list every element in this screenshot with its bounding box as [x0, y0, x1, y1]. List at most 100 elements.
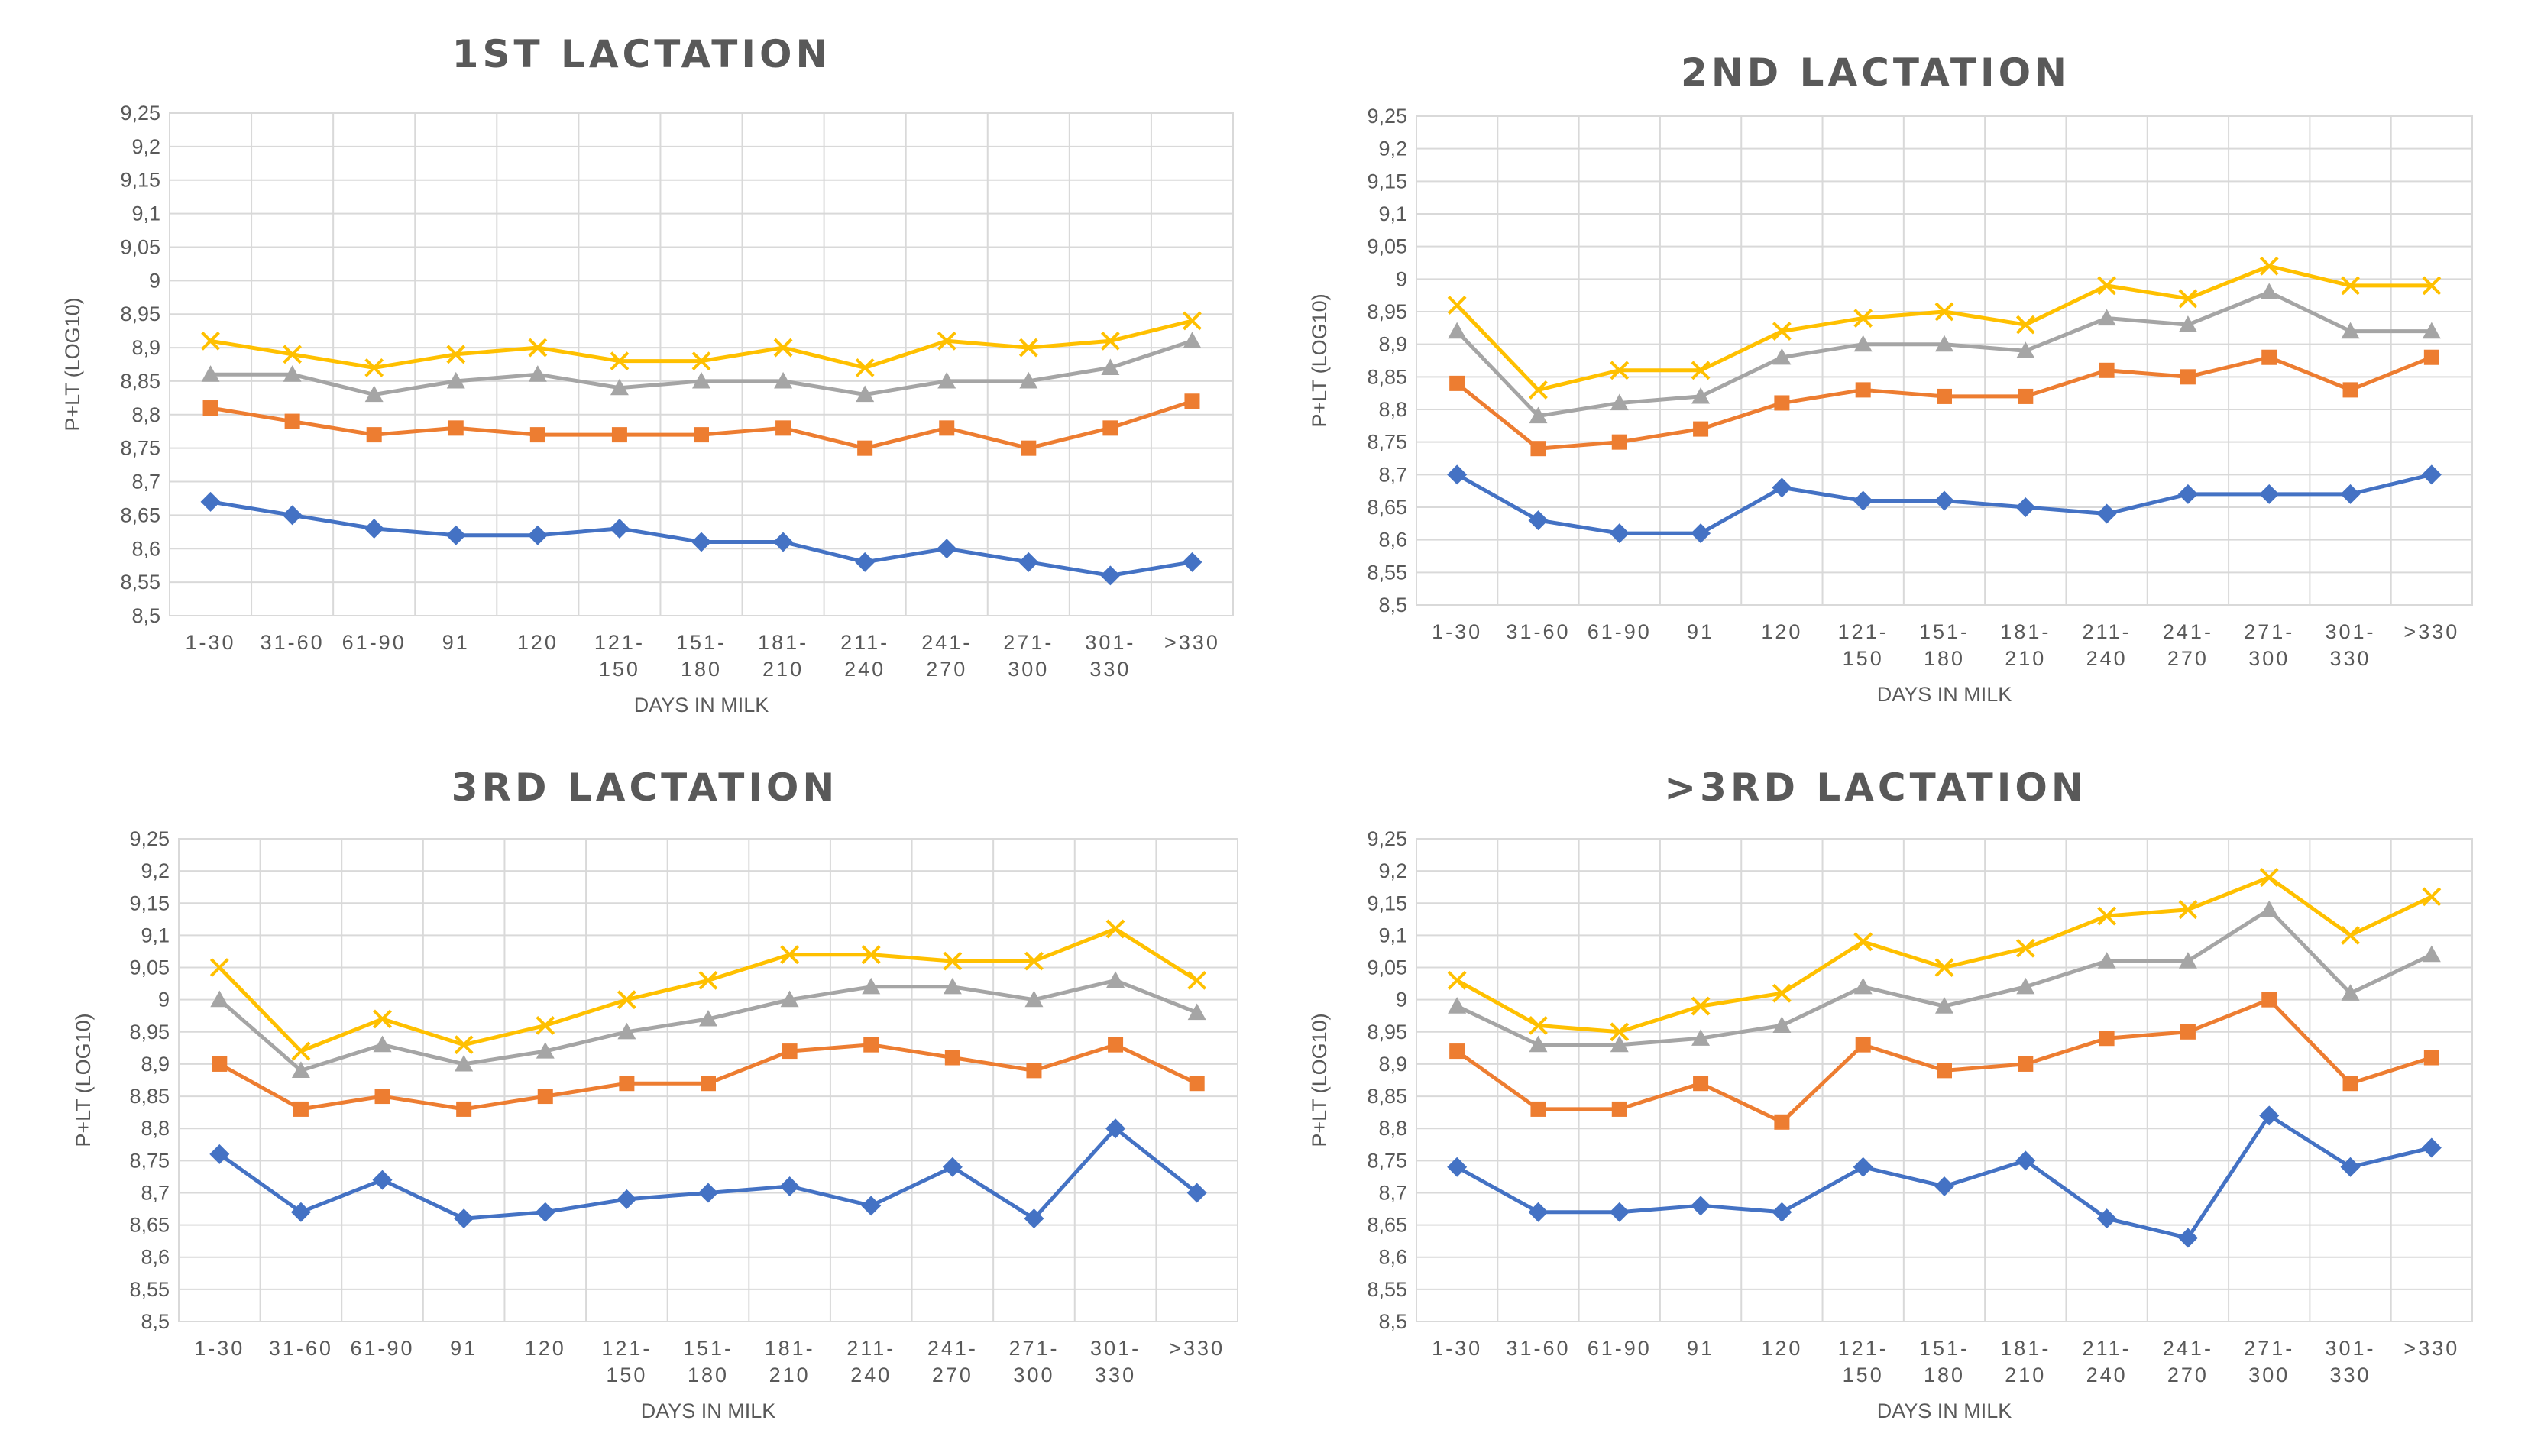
series-2-point-7: [701, 1076, 716, 1092]
y-tick-label: 8,85: [1367, 1085, 1407, 1108]
x-tick-label: 180: [688, 1364, 729, 1386]
y-tick-label: 8,55: [1367, 1278, 1407, 1301]
series-4-point-1: [1447, 296, 1467, 315]
series-4-point-6: [610, 351, 630, 371]
y-tick-label: 9,25: [129, 827, 170, 850]
x-tick-label: 31-60: [261, 631, 325, 654]
series-3-point-12: [2341, 984, 2360, 1001]
series-3-point-2: [1529, 1035, 1548, 1053]
series-1-point-1: [200, 491, 221, 512]
y-tick-label: 8,8: [1378, 398, 1407, 421]
series-1-point-8: [773, 532, 794, 552]
series-3-point-12: [2341, 322, 2360, 339]
series-3-point-5: [536, 1042, 555, 1059]
series-2-point-2: [1530, 441, 1546, 457]
x-tick-label: 301-: [1085, 631, 1135, 654]
x-tick-label: 300: [2248, 1364, 2290, 1386]
series-4-point-6: [1853, 932, 1873, 952]
x-tick-label: 300: [2248, 647, 2290, 670]
series-1-point-10: [2177, 1228, 2198, 1248]
y-tick-label: 8,5: [1378, 594, 1407, 616]
series-2-point-9: [857, 440, 873, 456]
x-tick-label: 91: [1687, 620, 1714, 643]
series-3-point-11: [1024, 990, 1044, 1008]
series-2-point-1: [212, 1056, 228, 1072]
y-tick-label: 8,65: [1367, 496, 1407, 519]
x-tick-label: 211-: [840, 631, 889, 654]
series-4-point-3: [1610, 1022, 1630, 1042]
series-2-point-10: [939, 420, 955, 436]
y-tick-label: 8,6: [1378, 1246, 1407, 1269]
series-1-point-4: [445, 525, 466, 545]
series-2-point-2: [284, 413, 300, 429]
y-tick-label: 9,15: [129, 891, 170, 914]
x-tick-label: 270: [2167, 1364, 2209, 1386]
x-tick-label: 31-60: [1506, 620, 1570, 643]
series-2-point-7: [694, 427, 709, 443]
series-1-point-1: [209, 1144, 230, 1164]
x-tick-label: 121-: [1838, 1337, 1889, 1360]
series-1-point-7: [691, 532, 711, 552]
series-3-point-9: [2097, 952, 2116, 969]
series-2-point-3: [1611, 1101, 1627, 1117]
x-tick-label: 301-: [2326, 620, 2376, 643]
series-4-point-3: [364, 358, 384, 377]
x-tick-label: 180: [681, 658, 722, 681]
series-2-point-8: [2018, 1056, 2034, 1072]
series-4-point-2: [1529, 1015, 1548, 1035]
x-tick-label: 1-30: [1432, 620, 1482, 643]
series-4-point-6: [617, 990, 636, 1010]
y-tick-label: 8,55: [129, 1278, 170, 1301]
series-2-point-2: [1530, 1101, 1546, 1117]
series-4-point-10: [2178, 900, 2198, 920]
series-4-point-4: [1691, 361, 1711, 380]
series-3-point-9: [2097, 309, 2116, 326]
series-3-point-11: [2260, 900, 2279, 917]
x-tick-label: 151-: [676, 631, 727, 654]
series-4-point-5: [1772, 322, 1792, 341]
series-2-point-6: [1855, 1037, 1871, 1053]
x-axis-label: DAYS IN MILK: [1877, 683, 2012, 706]
series-3-point-6: [617, 1022, 636, 1040]
y-tick-label: 8,6: [141, 1246, 170, 1269]
series-3-point-13: [1183, 332, 1202, 348]
x-tick-label: 61-90: [351, 1337, 415, 1360]
x-tick-label: 241-: [927, 1337, 978, 1360]
series-4-point-9: [855, 358, 875, 377]
x-tick-label: 120: [517, 631, 558, 654]
series-2-point-6: [1855, 382, 1871, 398]
series-1-point-9: [861, 1196, 882, 1216]
y-tick-label: 8,9: [131, 336, 160, 359]
series-2-point-4: [448, 420, 464, 436]
x-tick-label: 211-: [2083, 1337, 2131, 1360]
y-tick-label: 9,2: [1378, 138, 1407, 160]
series-4-point-10: [937, 331, 956, 351]
x-tick-label: 151-: [1919, 1337, 1970, 1360]
series-3-point-5: [1772, 348, 1792, 365]
series-4-point-7: [1934, 302, 1954, 322]
y-tick-label: 9,1: [1378, 924, 1407, 946]
series-2-point-6: [619, 1076, 635, 1092]
series-3-point-7: [1935, 997, 1953, 1014]
y-tick-label: 8,6: [1378, 529, 1407, 552]
x-tick-label: >330: [1169, 1337, 1225, 1360]
series-3-point-4: [455, 1054, 474, 1072]
y-tick-label: 9,05: [120, 235, 160, 258]
series-2-point-4: [1693, 1076, 1709, 1092]
y-tick-label: 8,9: [141, 1053, 170, 1076]
series-2-point-13: [1189, 1076, 1205, 1092]
x-tick-label: 91: [1687, 1337, 1714, 1360]
series-4-point-13: [1183, 311, 1202, 331]
x-tick-label: 181-: [758, 631, 808, 654]
series-3-point-10: [937, 371, 956, 389]
x-tick-label: >330: [2403, 1337, 2459, 1360]
series-4-point-9: [861, 945, 881, 965]
series-4-point-8: [780, 945, 800, 965]
series-2-point-3: [1611, 434, 1627, 450]
series-4-point-1: [209, 958, 229, 977]
series-4-point-6: [1853, 309, 1873, 328]
series-1-point-11: [2259, 484, 2280, 504]
series-4-point-3: [373, 1009, 392, 1029]
series-1-point-13: [2421, 464, 2442, 485]
x-tick-label: 210: [2005, 1364, 2046, 1386]
